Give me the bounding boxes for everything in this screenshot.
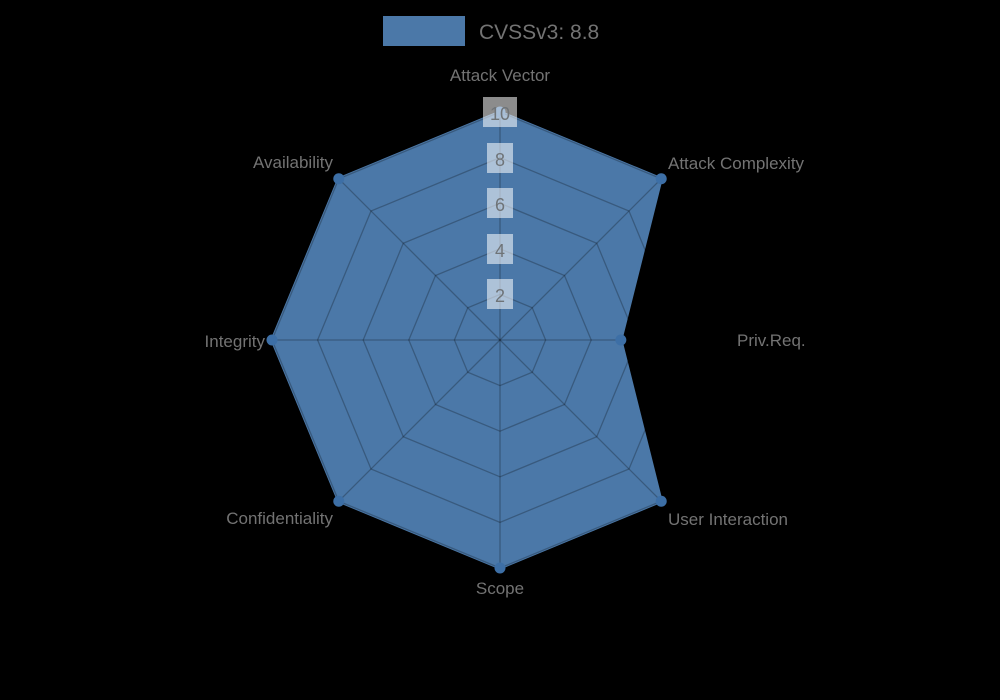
axis-spoke bbox=[499, 178, 662, 341]
grid-ring bbox=[316, 156, 684, 524]
axis-spoke bbox=[338, 339, 501, 502]
tick-box-2 bbox=[487, 279, 513, 309]
vertex-marker bbox=[333, 495, 345, 507]
axis-label-priv-req: Priv.Req. bbox=[737, 331, 806, 350]
radial-tick-label-8: 8 bbox=[495, 150, 505, 170]
tick-box-8 bbox=[487, 143, 513, 173]
grid-layer bbox=[271, 111, 729, 569]
tick-box-10 bbox=[483, 97, 517, 127]
vertex-marker bbox=[333, 173, 345, 185]
tick-box-6 bbox=[487, 188, 513, 218]
axis-labels: Attack Vector Attack Complexity Priv.Req… bbox=[205, 66, 806, 598]
legend: CVSSv3: 8.8 bbox=[383, 16, 599, 46]
axis-spoke bbox=[499, 339, 662, 502]
axis-label-user-interaction: User Interaction bbox=[668, 510, 788, 529]
radial-tick-label-10: 10 bbox=[490, 104, 510, 124]
legend-swatch bbox=[383, 16, 465, 46]
grid-ring bbox=[362, 202, 638, 478]
radial-tick-label-2: 2 bbox=[495, 286, 505, 306]
vertex-marker bbox=[655, 495, 667, 507]
tick-box-4 bbox=[487, 234, 513, 264]
axis-label-confidentiality: Confidentiality bbox=[226, 509, 333, 528]
vertex-marker bbox=[266, 334, 278, 346]
axis-label-attack-vector: Attack Vector bbox=[450, 66, 550, 85]
grid-ring bbox=[408, 248, 592, 432]
radial-tick-label-6: 6 bbox=[495, 195, 505, 215]
axis-label-attack-complexity: Attack Complexity bbox=[668, 154, 805, 173]
vertex-marker bbox=[615, 334, 627, 346]
vertex-marker bbox=[494, 562, 506, 574]
legend-label: CVSSv3: 8.8 bbox=[479, 21, 599, 44]
vertex-marker bbox=[655, 173, 667, 185]
radial-ticks: 2 4 6 8 10 bbox=[483, 97, 517, 309]
axis-label-scope: Scope bbox=[476, 579, 524, 598]
radial-tick-label-4: 4 bbox=[495, 241, 505, 261]
axis-spoke bbox=[338, 178, 501, 341]
axis-label-availability: Availability bbox=[253, 153, 334, 172]
grid-ring bbox=[453, 293, 547, 387]
axis-label-integrity: Integrity bbox=[205, 332, 266, 351]
